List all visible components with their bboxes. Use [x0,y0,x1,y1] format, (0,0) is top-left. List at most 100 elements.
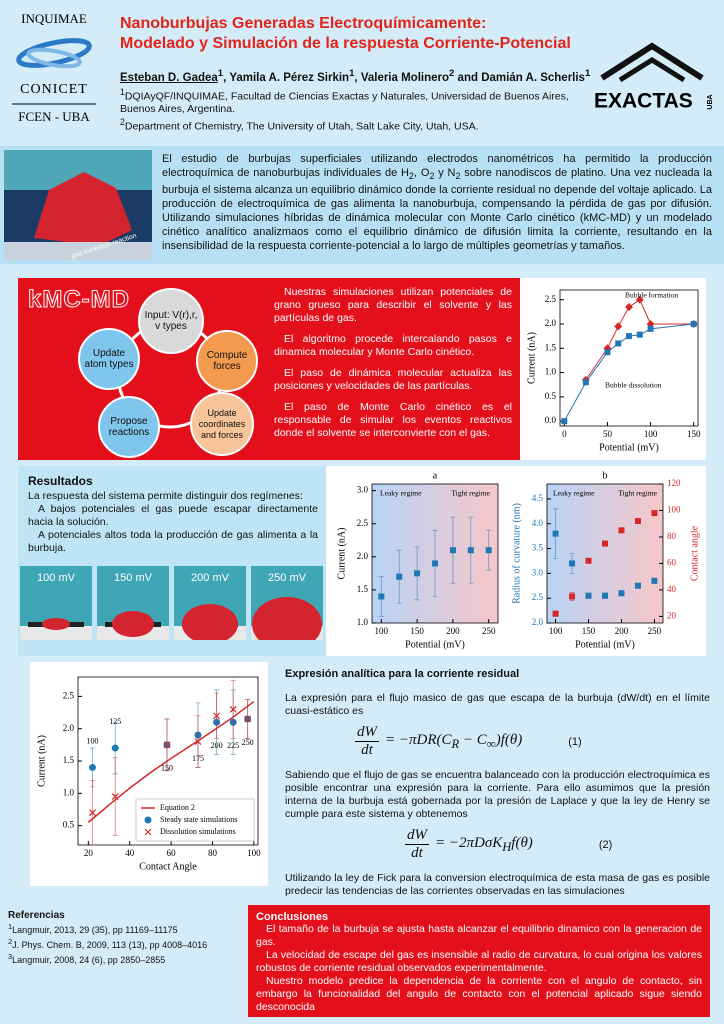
marker [163,741,171,749]
text: = −2πDσK [435,834,503,851]
logo-text: CONICET [20,82,88,97]
marker [552,610,559,617]
authors: Esteban D. Gadea1, Yamila A. Pérez Sirki… [120,68,590,84]
x-tick-label: 100 [247,848,261,858]
marker [111,744,119,752]
x-tick-label: 100 [549,626,563,636]
x-tick-label: 100 [644,429,658,439]
point-label: 125 [109,717,121,726]
y-tick-label: 1.5 [357,584,369,594]
method-title: kMC-MD [28,286,130,314]
series-line [585,298,694,381]
subscript: H [502,839,512,854]
marker [602,592,608,599]
ref-sup: 1 [8,922,13,931]
annotation: Bubble formation [625,291,678,300]
chart-title: a [433,470,438,481]
subscript: 2 [408,171,414,182]
x-tick-label: 150 [582,626,596,636]
author: Esteban D. Gadea [120,71,218,84]
y-tick-label: 4.0 [532,518,544,528]
paragraph: A potenciales altos toda la producción d… [28,529,318,554]
y-tick-label: 2.5 [532,592,544,602]
marker [604,349,611,356]
electrode [20,626,92,640]
annotation: Tight regime [451,489,490,498]
logo-text: EXACTAS [594,90,693,113]
affiliations: 1DQIAyQF/INQUIMAE, Facultad de Ciencias … [120,86,590,133]
equation-number: (1) [568,735,582,748]
point-label: 250 [242,738,254,747]
y-tick-label: 2.5 [63,690,75,700]
y-tick-label: 3.5 [532,543,544,553]
logo-text: FCEN - UBA [18,109,90,124]
marker [213,712,221,720]
marker [625,303,633,311]
logo-roof [600,42,704,81]
marker [634,518,641,525]
legend-swatch [144,816,152,824]
legend-label: Equation 2 [160,803,195,812]
references: Referencias 1Langmuir, 2013, 29 (35), pp… [8,910,238,966]
paragraph: El tamaño de la burbuja se ajusta hasta … [256,923,702,948]
y-tick-label: 0.0 [545,415,557,425]
series-line [87,700,255,823]
annotation: Tight regime [618,489,657,498]
separator: , [223,71,227,84]
marker [396,573,403,580]
y-tick-label: 2.5 [545,294,557,304]
point-label: 100 [86,736,98,745]
x-tick-label: 20 [84,848,94,858]
snapshot-label: 100 mV [37,572,76,584]
legend-swatch [144,828,152,836]
marker [585,592,592,599]
author-sup: 1 [349,68,355,79]
y-tick-label: 1.5 [63,755,75,765]
y-tick-label: 3.0 [532,567,544,577]
y-tick-label: 1.5 [545,342,557,352]
snapshot-label: 150 mV [114,572,153,584]
chart: 100 150 200 250 2.0 2.5 3.0 3.5 4.0 4.5 20 40 60 80 10… [511,470,700,650]
references-title: Referencias [8,910,65,921]
chart-title: b [603,470,608,481]
cycle-node: Compute forces [196,330,258,392]
y-tick-label: 0.5 [545,391,557,401]
subscript: ∞ [486,736,496,751]
y-tick-label: 4.5 [532,493,544,503]
x-tick-label: 250 [648,626,662,636]
author-sup: 2 [449,68,455,79]
y-tick-label: 2.0 [63,723,75,733]
cycle-node: Update coordinates and forces [190,392,254,456]
snapshot-label: 250 mV [268,572,307,584]
point-label: 225 [227,741,239,750]
paragraph: El algoritmo procede intercalando pasos … [274,333,512,358]
author-sup: 1 [217,68,224,79]
numerator: dW [405,827,429,845]
marker [582,379,589,386]
y2-axis-label: Contact angle [689,525,700,581]
subscript: 2 [455,171,461,182]
x-tick-label: 80 [208,848,218,858]
marker [229,705,237,713]
affil-text: DQIAyQF/INQUIMAE, Facultad de Ciencias E… [120,90,569,116]
conclusions-title: Conclusiones [256,911,329,923]
intro-image: gas evolution reaction [4,150,152,260]
marker [111,793,119,800]
marker [651,510,658,517]
y2-tick-label: 40 [667,584,677,594]
reference: 2J. Phys. Chem. B, 2009, 113 (13), pp 40… [8,936,238,951]
equation-number: (2) [598,838,613,851]
x-tick-label: 150 [687,429,701,439]
y-tick-label: 1.0 [545,367,557,377]
marker [552,530,559,537]
paragraph: La velocidad de escape del gas es insens… [256,949,702,974]
ref-sup: 2 [8,937,13,946]
affil-sup: 2 [120,116,125,127]
x-tick-label: 100 [375,626,389,636]
x-tick-label: 150 [410,626,424,636]
plot-frame [546,483,664,624]
marker [88,763,96,771]
marker [89,809,96,817]
text: sobre nanodiscos de platino. Una vez nuc… [162,167,712,253]
marker [690,321,697,327]
